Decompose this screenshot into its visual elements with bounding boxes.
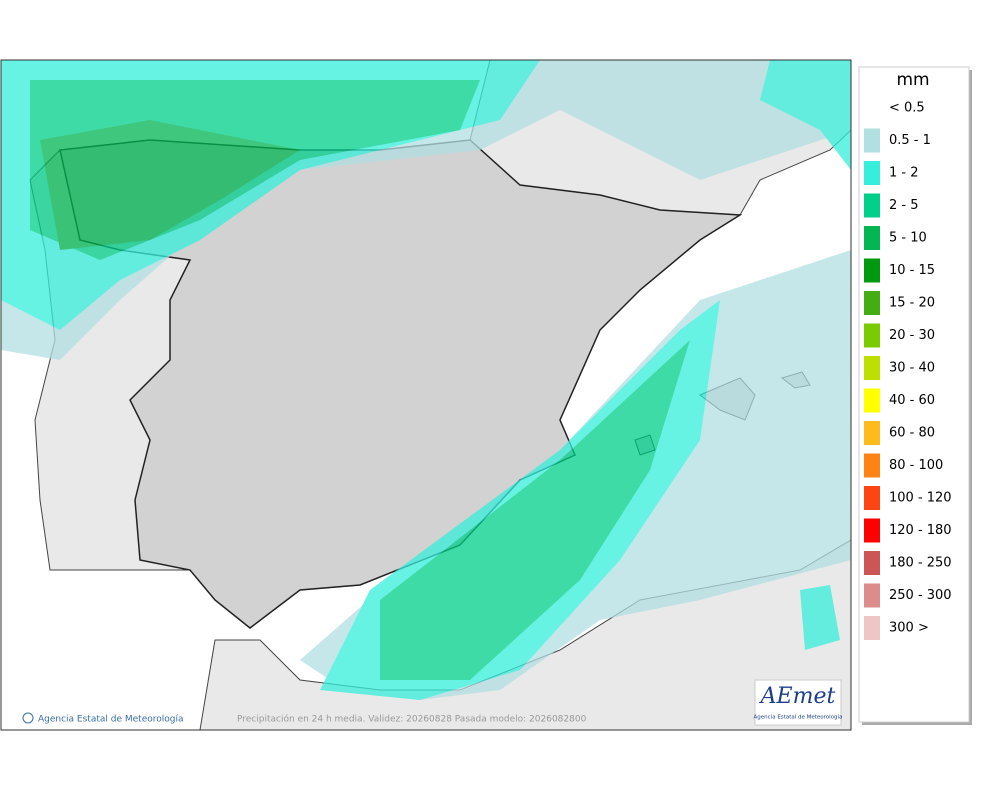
legend-label: 180 - 250 [889, 556, 952, 571]
legend-label: 40 - 60 [889, 393, 935, 408]
legend-swatch [864, 551, 880, 575]
legend-label: 15 - 20 [889, 296, 935, 311]
legend-label: 120 - 180 [889, 523, 952, 538]
legend-label: 250 - 300 [889, 588, 952, 603]
legend-label: 60 - 80 [889, 426, 935, 441]
legend-swatch [864, 421, 880, 445]
logo-box [754, 679, 842, 726]
logo-subtitle: Agencia Estatal de Meteorología [754, 714, 843, 721]
legend-swatch [864, 453, 880, 478]
legend-swatch [864, 193, 880, 218]
legend-label: 10 - 15 [889, 263, 935, 278]
legend-title: mm [896, 70, 929, 90]
legend-swatch [864, 291, 880, 315]
caption: Precipitación en 24 h media. Validez: 20… [237, 714, 587, 725]
legend-swatch [864, 161, 880, 185]
legend-label: 80 - 100 [889, 458, 943, 473]
map-frame [0, 59, 852, 731]
legend-label: < 0.5 [889, 101, 925, 116]
legend-label: 5 - 10 [889, 231, 927, 246]
legend-swatch [864, 323, 880, 348]
legend-label: 20 - 30 [889, 328, 935, 343]
legend-label: 100 - 120 [889, 491, 952, 506]
legend-swatch [864, 486, 880, 510]
logo-name: AEmet [759, 684, 836, 709]
copyright-icon [22, 712, 34, 724]
legend-swatch [864, 128, 880, 153]
precipitation [1, 60, 851, 700]
legend-label: 300 > [889, 621, 929, 636]
legend-label: 0.5 - 1 [889, 133, 931, 148]
legend-label: 30 - 40 [889, 361, 935, 376]
legend-swatch [864, 583, 880, 608]
legend-swatch [864, 356, 880, 380]
map [1, 60, 851, 730]
credit: Agencia Estatal de Meteorología [38, 715, 184, 725]
legend-swatch [864, 518, 880, 543]
legend-label: 2 - 5 [889, 198, 919, 213]
legend-swatch [864, 258, 880, 283]
legend-label: 1 - 2 [889, 166, 919, 181]
legend-swatch [864, 616, 880, 640]
legend-swatch [864, 226, 880, 250]
legend-swatch [864, 388, 880, 413]
